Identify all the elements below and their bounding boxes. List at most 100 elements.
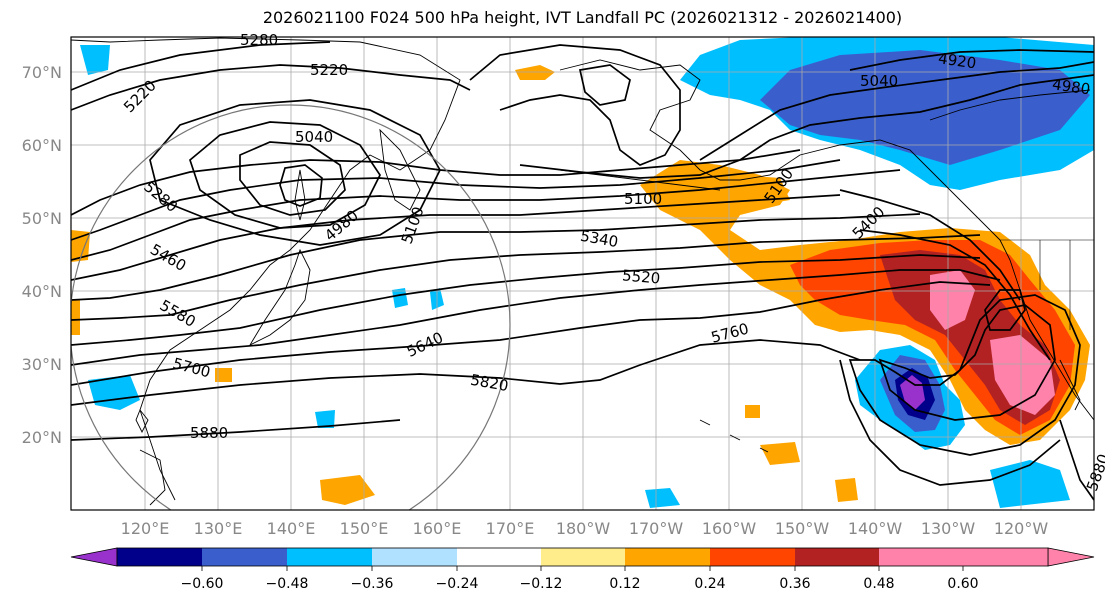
contour-5880-west: [71, 419, 401, 441]
colorbar-segment: [795, 548, 879, 566]
contour-cutoff-mid: [878, 304, 1056, 421]
neg-region-subtropical-center: [900, 375, 925, 410]
reference-circle: [71, 104, 511, 510]
neg-region-small-5: [315, 410, 335, 428]
colorbar-segment: [963, 548, 1048, 566]
neg-region-small-4: [645, 488, 680, 508]
pos-region-mid-5: [215, 368, 232, 382]
contour-5460: [71, 194, 841, 281]
lat-label: 40°N: [22, 282, 62, 301]
pos-region-mid-2: [760, 442, 800, 465]
contour-label: 5460: [147, 240, 189, 275]
colorbar-segment: [287, 548, 372, 566]
lon-label: 140°W: [848, 519, 903, 538]
lon-label: 170°W: [629, 519, 684, 538]
contour-5160: [71, 41, 331, 91]
contour-alaska-low-2: [578, 64, 631, 106]
contour-5100-alaska: [519, 74, 1094, 179]
coast-baja: [1059, 359, 1081, 411]
map-title: 2026021100 F024 500 hPa height, IVT Land…: [262, 8, 903, 27]
colorbar-tick-marks: [201, 566, 964, 571]
lon-label: 150°W: [775, 519, 830, 538]
colorbar-tick-label: −0.36: [351, 576, 394, 592]
contour-label: 5040: [860, 72, 898, 90]
neg-region-small-1: [392, 288, 408, 308]
colorbar-tick-label: 0.24: [694, 576, 725, 592]
lon-label: 170°E: [486, 519, 535, 538]
contour-5220-north: [71, 64, 471, 111]
contour-label: 5520: [621, 266, 661, 287]
coast-hawaii: [699, 419, 769, 453]
neg-region-southeast: [990, 460, 1070, 508]
contour-low-center: [279, 164, 323, 207]
contour-cutoff-outer: [848, 294, 1081, 456]
contour-5940-east: [839, 359, 1061, 486]
lat-label: 50°N: [22, 209, 62, 228]
contour-label: 5820: [469, 371, 510, 395]
colorbar-tick-label: −0.24: [436, 576, 479, 592]
pos-region-mid-4: [745, 405, 760, 418]
coast-philippines: [139, 449, 166, 506]
colorbar-segment: [541, 548, 625, 566]
contour-label: 5100: [624, 190, 662, 208]
coast-sakhalin: [294, 169, 306, 221]
colorbar-tick-label: −0.60: [181, 576, 224, 592]
contour-label: 4920: [937, 49, 977, 72]
pos-region-north: [515, 65, 555, 80]
lon-label: 160°W: [702, 519, 757, 538]
contour-5760: [71, 281, 991, 386]
lat-label: 60°N: [22, 136, 62, 155]
colorbar: −0.60 −0.48 −0.36 −0.24 −0.12 0.12 0.24 …: [70, 547, 1095, 592]
colorbar-segment: [625, 548, 710, 566]
colorbar-segment: [879, 548, 963, 566]
contour-5520: [71, 213, 921, 301]
lon-label: 150°E: [340, 519, 389, 538]
colorbar-tick-label: 0.12: [609, 576, 640, 592]
lat-label: 70°N: [22, 63, 62, 82]
coast-canada-north: [929, 89, 1091, 121]
political-borders: [1000, 239, 1094, 330]
contour-label: 4980: [1051, 75, 1091, 98]
contour-alaska-low-1: [469, 44, 681, 166]
contour-low-inner: [239, 141, 346, 216]
colorbar-segment: [372, 548, 457, 566]
colorbar-tick-labels: −0.60 −0.48 −0.36 −0.24 −0.12 0.12 0.24 …: [181, 576, 979, 592]
contour-label: 5100: [398, 204, 428, 246]
pos-region-west-2: [71, 300, 80, 335]
lat-label: 30°N: [22, 355, 62, 374]
colorbar-tick-label: 0.36: [779, 576, 810, 592]
lon-label: 160°E: [413, 519, 462, 538]
contour-5880-east: [1059, 419, 1094, 501]
contour-label: 5280: [140, 178, 181, 216]
colorbar-extend-left: [70, 547, 118, 567]
coast-japan: [248, 248, 311, 347]
contour-5340: [71, 159, 841, 241]
neg-region-alaska-inner: [760, 50, 1090, 165]
contour-ridge-1: [839, 189, 1021, 301]
contour-4920-alaska: [849, 49, 1094, 71]
contour-5640: [71, 254, 981, 346]
colorbar-segment: [710, 548, 795, 566]
pos-region-ar-peak-1: [930, 270, 975, 330]
colorbar-segment: [117, 548, 202, 566]
map-frame: [70, 36, 1095, 511]
lon-label: 180°W: [556, 519, 611, 538]
contour-label: 5280: [240, 31, 278, 49]
contour-label: 5700: [171, 354, 213, 381]
contour-5820: [71, 339, 861, 406]
contour-5040-alaska: [699, 61, 1094, 161]
pos-region-mid-1: [320, 475, 375, 505]
coast-kamchatka: [379, 128, 421, 211]
height-contours: [71, 41, 1094, 501]
contour-label: 5640: [404, 328, 446, 360]
lon-label: 140°E: [267, 519, 316, 538]
contour-5280: [71, 149, 801, 216]
lat-labels: 70°N 60°N 50°N 40°N 30°N 20°N: [22, 63, 62, 447]
lon-label: 130°W: [921, 519, 976, 538]
coast-taiwan: [135, 409, 149, 434]
colorbar-tick-label: −0.48: [266, 576, 309, 592]
contour-low-mid: [189, 121, 381, 229]
coast-alaska: [559, 59, 1001, 241]
colorbar-extend-right: [1047, 547, 1095, 567]
